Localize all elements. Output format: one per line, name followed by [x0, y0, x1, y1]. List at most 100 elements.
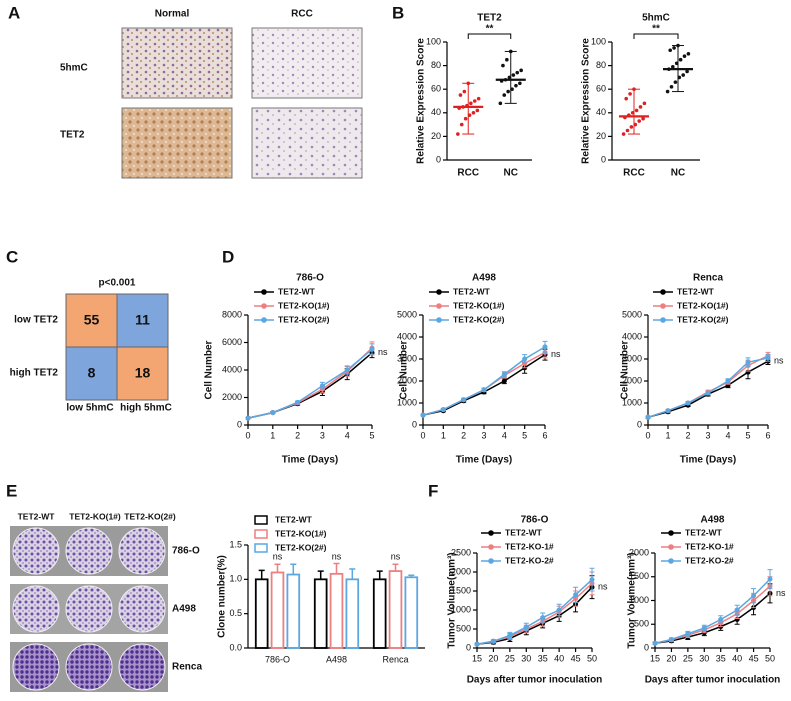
column-label: high 5hmC	[120, 403, 172, 414]
micrographs	[121, 27, 363, 179]
x-tick-label: A498	[326, 654, 347, 664]
bar	[404, 576, 419, 649]
y-tick-label: 0	[436, 154, 441, 164]
error-bar	[349, 568, 356, 580]
y-tick-label: 1000	[622, 397, 642, 407]
legend-label: TET2-WT	[685, 527, 723, 537]
x-tick-label: 35	[538, 653, 548, 663]
data-point	[671, 64, 675, 69]
error-bar	[333, 562, 340, 574]
bar	[329, 572, 344, 649]
x-tick-label: 30	[699, 653, 709, 663]
significance-label: ns	[598, 582, 608, 592]
panel-letter: B	[392, 3, 404, 22]
data-point	[628, 92, 632, 96]
series-line	[247, 348, 373, 419]
data-point	[556, 607, 562, 613]
y-tick-label: 60	[596, 84, 606, 94]
data-point	[501, 63, 505, 68]
error-bar	[290, 563, 297, 575]
y-tick-label: 2500	[451, 547, 471, 557]
data-point	[295, 399, 301, 405]
x-tick-label: NC	[504, 168, 518, 179]
x-tick-label: 6	[765, 430, 770, 440]
data-point	[522, 356, 528, 362]
x-axis-label: Time (Days)	[282, 455, 339, 466]
y-tick-label: 20	[596, 131, 606, 141]
y-tick-label: 5000	[397, 309, 417, 319]
data-point	[540, 615, 546, 621]
x-tick-label: 3	[481, 430, 486, 440]
data-point	[678, 57, 683, 62]
series-line	[422, 346, 546, 416]
y-tick-label: 1500	[451, 585, 471, 595]
data-point	[461, 397, 467, 403]
x-tick-label: 0	[645, 430, 650, 440]
matrix-title: p<0.001	[99, 278, 136, 289]
y-tick-label: 1.5	[229, 539, 242, 549]
x-tick-label: RCC	[623, 168, 645, 179]
legend-marker	[488, 544, 494, 550]
column-label: low 5hmC	[66, 403, 113, 414]
y-tick-label: 6000	[222, 337, 242, 347]
y-tick-label: 3000	[622, 353, 642, 363]
panel-letter: C	[6, 247, 18, 266]
data-point	[718, 617, 724, 622]
x-tick-label: 2	[295, 430, 300, 440]
data-point	[672, 46, 676, 50]
data-point	[685, 400, 691, 406]
plate	[12, 527, 60, 575]
column-label: Normal	[155, 9, 190, 20]
series-line	[654, 578, 771, 644]
bar	[372, 578, 387, 649]
column-label: TET2-KO(2#)	[124, 511, 176, 521]
y-tick-label: 500	[456, 623, 471, 633]
significance-label: **	[652, 24, 660, 35]
panel-letter: D	[222, 247, 234, 266]
x-tick-label: 45	[749, 653, 759, 663]
legend-label: TET2-WT	[275, 514, 313, 524]
data-point	[669, 85, 674, 89]
x-axis-label: Days after tumor inoculation	[645, 675, 781, 686]
significance-label: ns	[391, 551, 401, 561]
y-axis-label: Cell Number	[399, 340, 410, 399]
legend-label: TET2-KO(2#)	[275, 542, 327, 552]
y-tick-label: 0	[644, 642, 649, 652]
x-tick-label: RCC	[457, 168, 479, 179]
series-line	[476, 579, 593, 645]
row-label: 5hmC	[60, 63, 88, 74]
data-point	[458, 93, 463, 97]
panel-letter: E	[6, 481, 17, 500]
data-point	[519, 68, 523, 73]
data-point	[518, 81, 522, 86]
data-point	[475, 108, 480, 113]
error-bar	[317, 570, 324, 580]
plate	[65, 643, 113, 691]
legend-marker	[436, 317, 442, 323]
y-axis-label: Tumor Volume(mm³)	[447, 552, 458, 648]
row-label: 786-O	[172, 546, 200, 557]
x-tick-label: 50	[765, 653, 775, 663]
data-point	[665, 408, 671, 414]
x-tick-label: 40	[732, 653, 742, 663]
data-point	[501, 378, 507, 384]
matrix-value: 55	[84, 312, 100, 328]
row-label: low TET2	[14, 315, 58, 326]
data-point	[638, 105, 643, 109]
legend-label: TET2-WT	[677, 286, 715, 296]
y-tick-label: 2000	[397, 375, 417, 385]
panel-letter: A	[8, 3, 20, 22]
plate	[118, 585, 166, 633]
column-label: RCC	[291, 9, 313, 20]
data-point	[685, 631, 691, 637]
error-bar	[408, 574, 415, 578]
significance-label: ns	[551, 349, 561, 359]
legend-marker	[436, 303, 442, 309]
x-tick-label: 3	[705, 430, 710, 440]
legend-marker	[668, 558, 674, 564]
legend-label: TET2-KO-2#	[685, 555, 734, 565]
bar	[313, 578, 328, 649]
matrix-cell	[65, 346, 118, 401]
legend-label: TET2-KO(1#)	[453, 300, 505, 310]
